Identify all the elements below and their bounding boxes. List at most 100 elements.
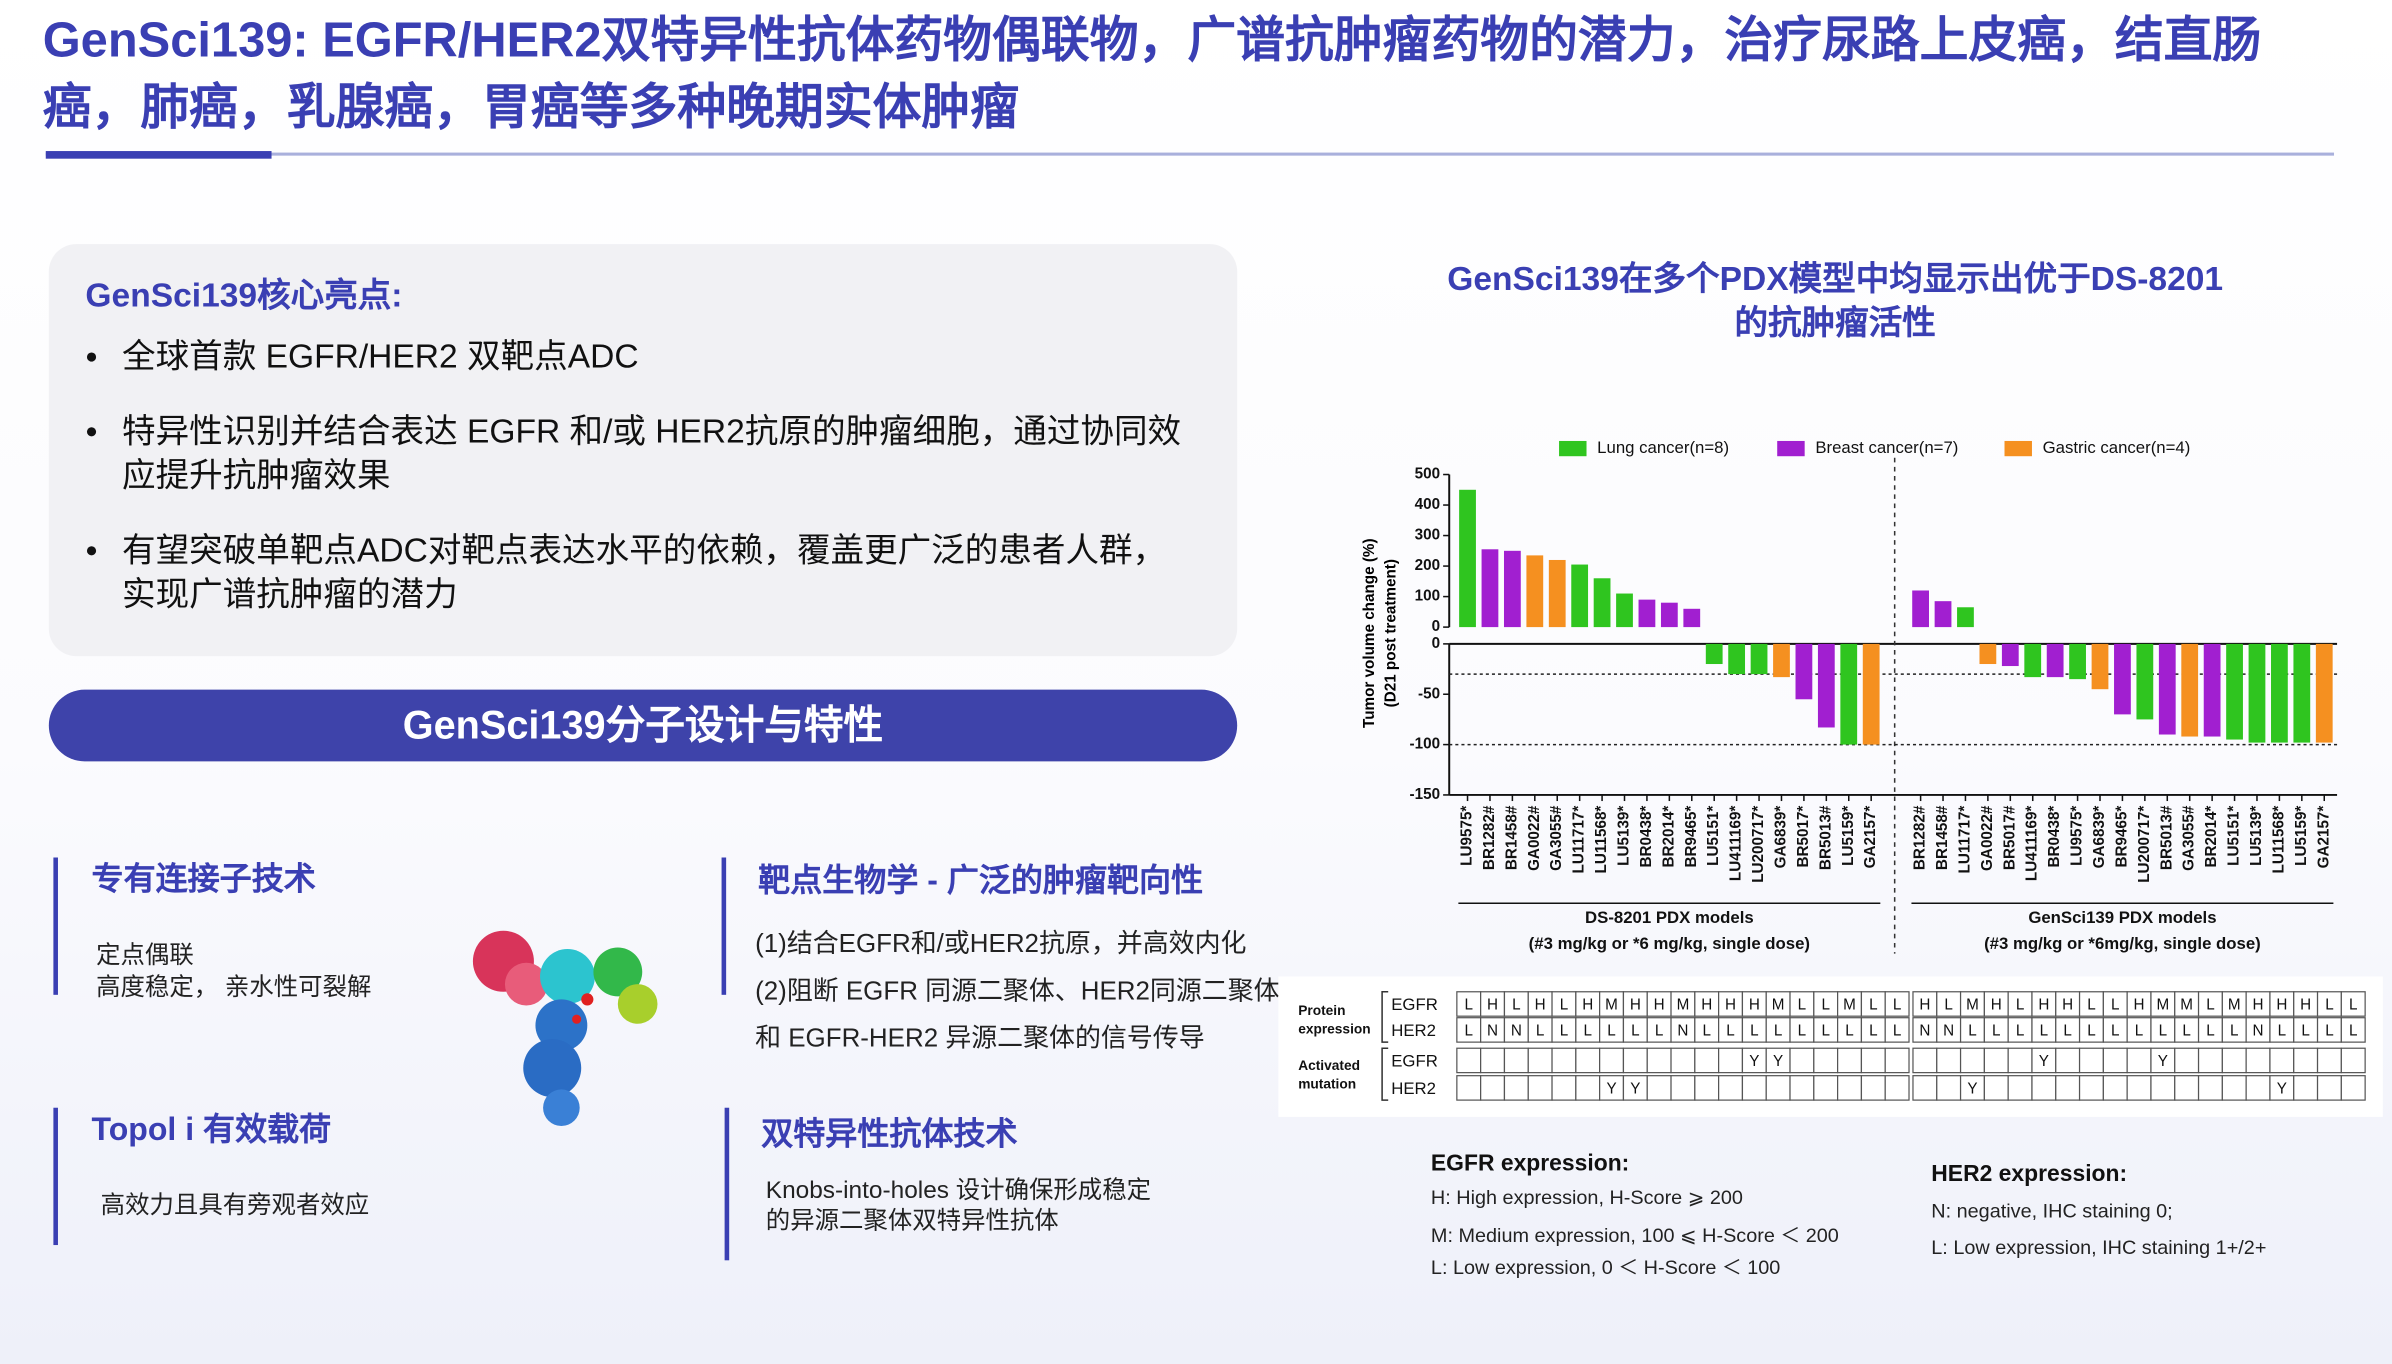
bar xyxy=(1683,608,1701,628)
table-cell-text: L xyxy=(1798,1022,1806,1039)
legend-label: Lung cancer(n=8) xyxy=(1597,438,1729,457)
table-cell xyxy=(2055,1047,2081,1074)
table-cell-text: Y xyxy=(1773,1053,1783,1070)
table-cell-text: M xyxy=(2228,997,2241,1014)
table-cell xyxy=(1884,1047,1910,1074)
x-tick-label: GA6839* xyxy=(1773,806,1790,869)
table-cell xyxy=(1670,1047,1696,1074)
bar xyxy=(1934,601,1952,628)
title-rule-accent xyxy=(45,151,272,159)
table-cell xyxy=(2340,1075,2366,1101)
table-cell xyxy=(2340,991,2366,1017)
x-tick-label: BR1458# xyxy=(1503,805,1520,870)
table-cell xyxy=(1646,1047,1672,1074)
y-tick-label: 0 xyxy=(1432,635,1440,652)
molecule-domain xyxy=(543,1089,580,1127)
table-cell xyxy=(2007,1075,2033,1101)
table-cell xyxy=(1718,1075,1744,1101)
table-cell xyxy=(1527,1075,1553,1101)
table-cell-text: H xyxy=(2134,997,2145,1014)
design-banner: GenSci139分子设计与特性 xyxy=(48,689,1238,762)
table-cell xyxy=(1983,1047,2009,1074)
bar xyxy=(1481,549,1499,628)
table-cell xyxy=(1837,1047,1863,1074)
table-cell-text: M xyxy=(1772,997,1785,1014)
table-cell xyxy=(1575,1047,1601,1074)
table-cell-text: L xyxy=(2301,1022,2309,1039)
molecule-domain xyxy=(617,984,658,1024)
bar xyxy=(1503,550,1521,628)
table-cell-text: L xyxy=(2230,1022,2238,1039)
table-cell xyxy=(1694,1047,1720,1074)
table-cell-text: L xyxy=(2111,1022,2119,1039)
table-cell xyxy=(2102,1047,2128,1074)
section-bar xyxy=(53,857,58,995)
table-group-label: Protein xyxy=(1298,1003,1345,1018)
panel-dose: (#3 mg/kg or *6 mg/kg, single dose) xyxy=(1529,934,1810,953)
x-tick-label: BR1458# xyxy=(1934,805,1951,870)
table-cell xyxy=(2293,1047,2319,1074)
bar xyxy=(1817,643,1835,728)
table-cell xyxy=(1575,1075,1601,1101)
highlight-bullet: 特异性识别并结合表达 EGFR 和/或 HER2抗原的肿瘤细胞，通过协同效应提升… xyxy=(122,411,1182,495)
table-cell-text: L xyxy=(1821,1022,1829,1039)
chart-title: GenSci139在多个PDX模型中均显示出优于DS-8201 的抗肿瘤活性 xyxy=(1342,256,2327,344)
molecule-payload xyxy=(572,1014,582,1024)
table-cell xyxy=(1527,1047,1553,1074)
bullet-dot xyxy=(86,352,97,362)
table-cell xyxy=(2221,1075,2247,1101)
table-cell xyxy=(2055,1075,2081,1101)
y-tick-label: 200 xyxy=(1415,557,1440,574)
molecule-payload xyxy=(581,993,594,1006)
table-cell xyxy=(1551,1047,1577,1074)
bar xyxy=(1593,578,1611,628)
table-cell-text: L xyxy=(1702,1022,1710,1039)
table-cell xyxy=(2340,1017,2366,1043)
x-tick-label: LU9575* xyxy=(2069,806,2086,866)
bar xyxy=(2181,643,2199,737)
table-cell-text: L xyxy=(1845,1022,1853,1039)
table-cell xyxy=(1622,1047,1648,1074)
bar xyxy=(2226,643,2243,740)
bar xyxy=(1660,602,1678,628)
highlight-bullet: 有望突破单靶点ADC对靶点表达水平的依赖，覆盖更广泛的患者人群，实现广谱抗肿瘤的… xyxy=(122,530,1167,614)
x-tick-label: LU411169* xyxy=(1728,806,1745,882)
table-cell-text: M xyxy=(2156,997,2169,1014)
bar xyxy=(2114,643,2131,715)
title-rule xyxy=(45,152,2335,156)
molecule-domain xyxy=(593,947,643,997)
note-text: N: negative, IHC staining 0; xyxy=(1931,1199,2173,1223)
x-tick-label: LU11568* xyxy=(1593,806,1610,874)
table-cell xyxy=(2316,1075,2342,1101)
note-text: H: High expression, H-Score ⩾ 200 xyxy=(1430,1185,1743,1209)
y-tick-label: -50 xyxy=(1418,685,1440,702)
x-tick-label: BR9465* xyxy=(2113,806,2130,868)
bullet-dot xyxy=(86,427,97,437)
table-cell-text: L xyxy=(1655,1022,1663,1039)
section-title: 双特异性抗体技术 xyxy=(761,1116,1018,1152)
note-title: HER2 expression: xyxy=(1931,1161,2128,1188)
table-cell-text: Y xyxy=(1749,1053,1759,1070)
table-row-label: HER2 xyxy=(1391,1079,1436,1098)
table-cell-text: H xyxy=(1991,997,2002,1014)
x-tick-label: LU11717* xyxy=(1956,806,1973,874)
legend-swatch xyxy=(1777,440,1805,457)
x-tick-label: GA2157* xyxy=(2315,806,2332,869)
x-tick-label: BR0438* xyxy=(1638,806,1655,868)
x-tick-label: BR2014* xyxy=(2203,806,2220,868)
section-bar xyxy=(53,1107,58,1246)
table-cell xyxy=(2269,1047,2295,1074)
table-cell-text: N xyxy=(1677,1022,1688,1039)
x-tick-label: BR5017# xyxy=(2001,805,2018,870)
bar xyxy=(1459,489,1476,628)
table-cell xyxy=(1936,1075,1962,1101)
table-cell-text: H xyxy=(1535,997,1546,1014)
table-cell-text: H xyxy=(1487,997,1498,1014)
table-cell-text: L xyxy=(1560,1022,1568,1039)
table-cell xyxy=(1456,1075,1482,1101)
x-tick-label: LU11568* xyxy=(2270,806,2287,874)
table-cell-text: L xyxy=(1821,997,1829,1014)
bar xyxy=(1548,559,1566,628)
